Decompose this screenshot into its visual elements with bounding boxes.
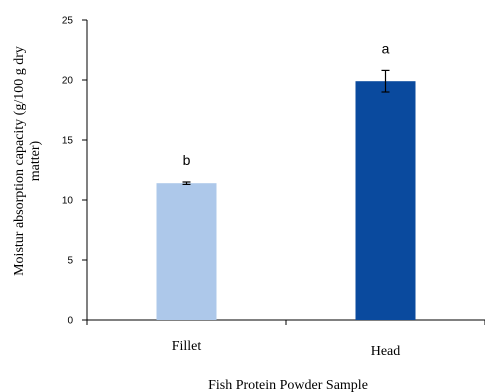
category-label: Head: [371, 344, 401, 359]
y-ticks: 0 5 10 15 20 25: [62, 16, 87, 327]
y-axis-title-line-1: Moistur absorption capacity (g/100 g dry: [12, 46, 27, 276]
y-tick-label: 0: [67, 316, 73, 327]
y-tick-label: 25: [62, 16, 74, 27]
bars: ba: [156, 40, 416, 320]
x-ticks: [86, 320, 485, 325]
y-tick-label: 15: [62, 136, 74, 147]
significance-letter: b: [183, 152, 191, 168]
x-axis: [86, 319, 485, 325]
y-tick-label: 20: [62, 76, 74, 87]
y-axis-title: Moistur absorption capacity (g/100 g dry…: [12, 46, 43, 276]
x-axis-title: Fish Protein Powder Sample: [208, 378, 368, 392]
y-axis-title-line-2: matter): [28, 140, 43, 181]
y-axis: 0 5 10 15 20 25: [62, 16, 88, 327]
category-label: Fillet: [172, 339, 202, 354]
category-labels: Fillet Head: [172, 339, 401, 359]
y-tick-label: 5: [67, 256, 73, 267]
significance-letter: a: [382, 40, 390, 56]
bar: [355, 81, 416, 320]
y-tick-label: 10: [62, 196, 74, 207]
bar: [156, 183, 217, 320]
